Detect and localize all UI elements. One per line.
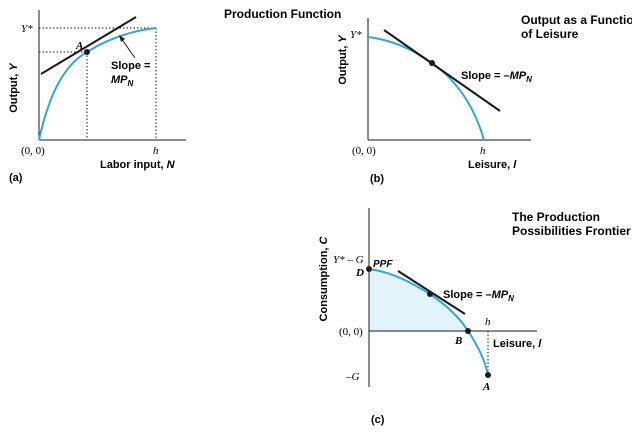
panel-a-slope-arrowhead <box>119 35 125 42</box>
panel-c-ppf-label: PPF <box>373 259 393 270</box>
panel-a: Production Function Output, Y Y* A Slope… <box>8 7 341 184</box>
panel-c-neg-g-label: –G <box>345 371 360 383</box>
panel-c-point-d-label: D <box>355 267 364 279</box>
panel-a-y-axis-label: Output, Y <box>8 62 20 113</box>
panel-c-ppf-curve <box>368 268 489 376</box>
panel-a-point-a <box>84 49 90 55</box>
panel-c-origin-label: (0, 0) <box>339 326 363 338</box>
panel-c-point-a-label: A <box>482 381 490 393</box>
panel-a-tangent-line <box>40 16 137 75</box>
panel-b-x-axis-label: Leisure, l <box>468 159 517 171</box>
panel-b: Output as a Function of Leisure Output, … <box>337 13 632 185</box>
panel-c-h-label: h <box>485 316 491 328</box>
panel-a-origin-label: (0, 0) <box>21 145 45 157</box>
panel-a-slope-label-line2: MPN <box>111 74 134 88</box>
panel-c: The Production Possibilities Frontier Co… <box>318 208 631 426</box>
panel-a-point-a-label: A <box>75 40 83 52</box>
panel-c-y-axis-label: Consumption, C <box>318 235 330 321</box>
panel-a-slope-arrow <box>120 37 136 59</box>
panel-c-point-d <box>366 266 372 272</box>
panel-c-title-line2: Possibilities Frontier <box>512 224 631 238</box>
panel-a-slope-label-line1: Slope = <box>111 60 150 72</box>
panel-c-slope-label: Slope = –MPN <box>443 289 514 303</box>
panel-b-y-axis-label: Output, Y <box>337 34 349 85</box>
panel-a-production-curve <box>38 27 157 141</box>
panel-c-point-b-label: B <box>454 335 462 347</box>
panel-b-caption: (b) <box>370 173 384 185</box>
panel-b-title-line1: Output as a Function <box>521 13 632 27</box>
panel-c-feasible-region <box>369 269 468 331</box>
panel-c-point-b <box>465 328 471 334</box>
panel-c-tangent-point <box>427 291 433 297</box>
panel-b-slope-label: Slope = –MPN <box>461 70 532 84</box>
panel-a-ystar-label: Y* <box>21 23 33 35</box>
panel-a-caption: (a) <box>9 172 23 184</box>
panel-b-title-line2: of Leisure <box>521 27 579 41</box>
panel-b-origin-label: (0, 0) <box>352 145 376 157</box>
panel-b-h-label: h <box>480 145 486 157</box>
panel-c-ystar-minus-g-label: Y* – G <box>333 254 364 266</box>
panel-a-h-label: h <box>153 145 159 157</box>
panel-b-tangent-line <box>383 29 501 112</box>
panel-c-caption: (c) <box>371 414 385 426</box>
panel-a-title: Production Function <box>224 7 341 21</box>
panel-b-ystar-label: Y* <box>350 29 362 41</box>
panel-c-title-line1: The Production <box>512 210 600 224</box>
panel-c-x-axis-label: Leisure, l <box>493 338 542 350</box>
panel-b-tangent-point <box>429 60 435 66</box>
panel-a-x-axis-label: Labor input, N <box>100 159 176 171</box>
panel-c-point-a <box>485 372 491 378</box>
